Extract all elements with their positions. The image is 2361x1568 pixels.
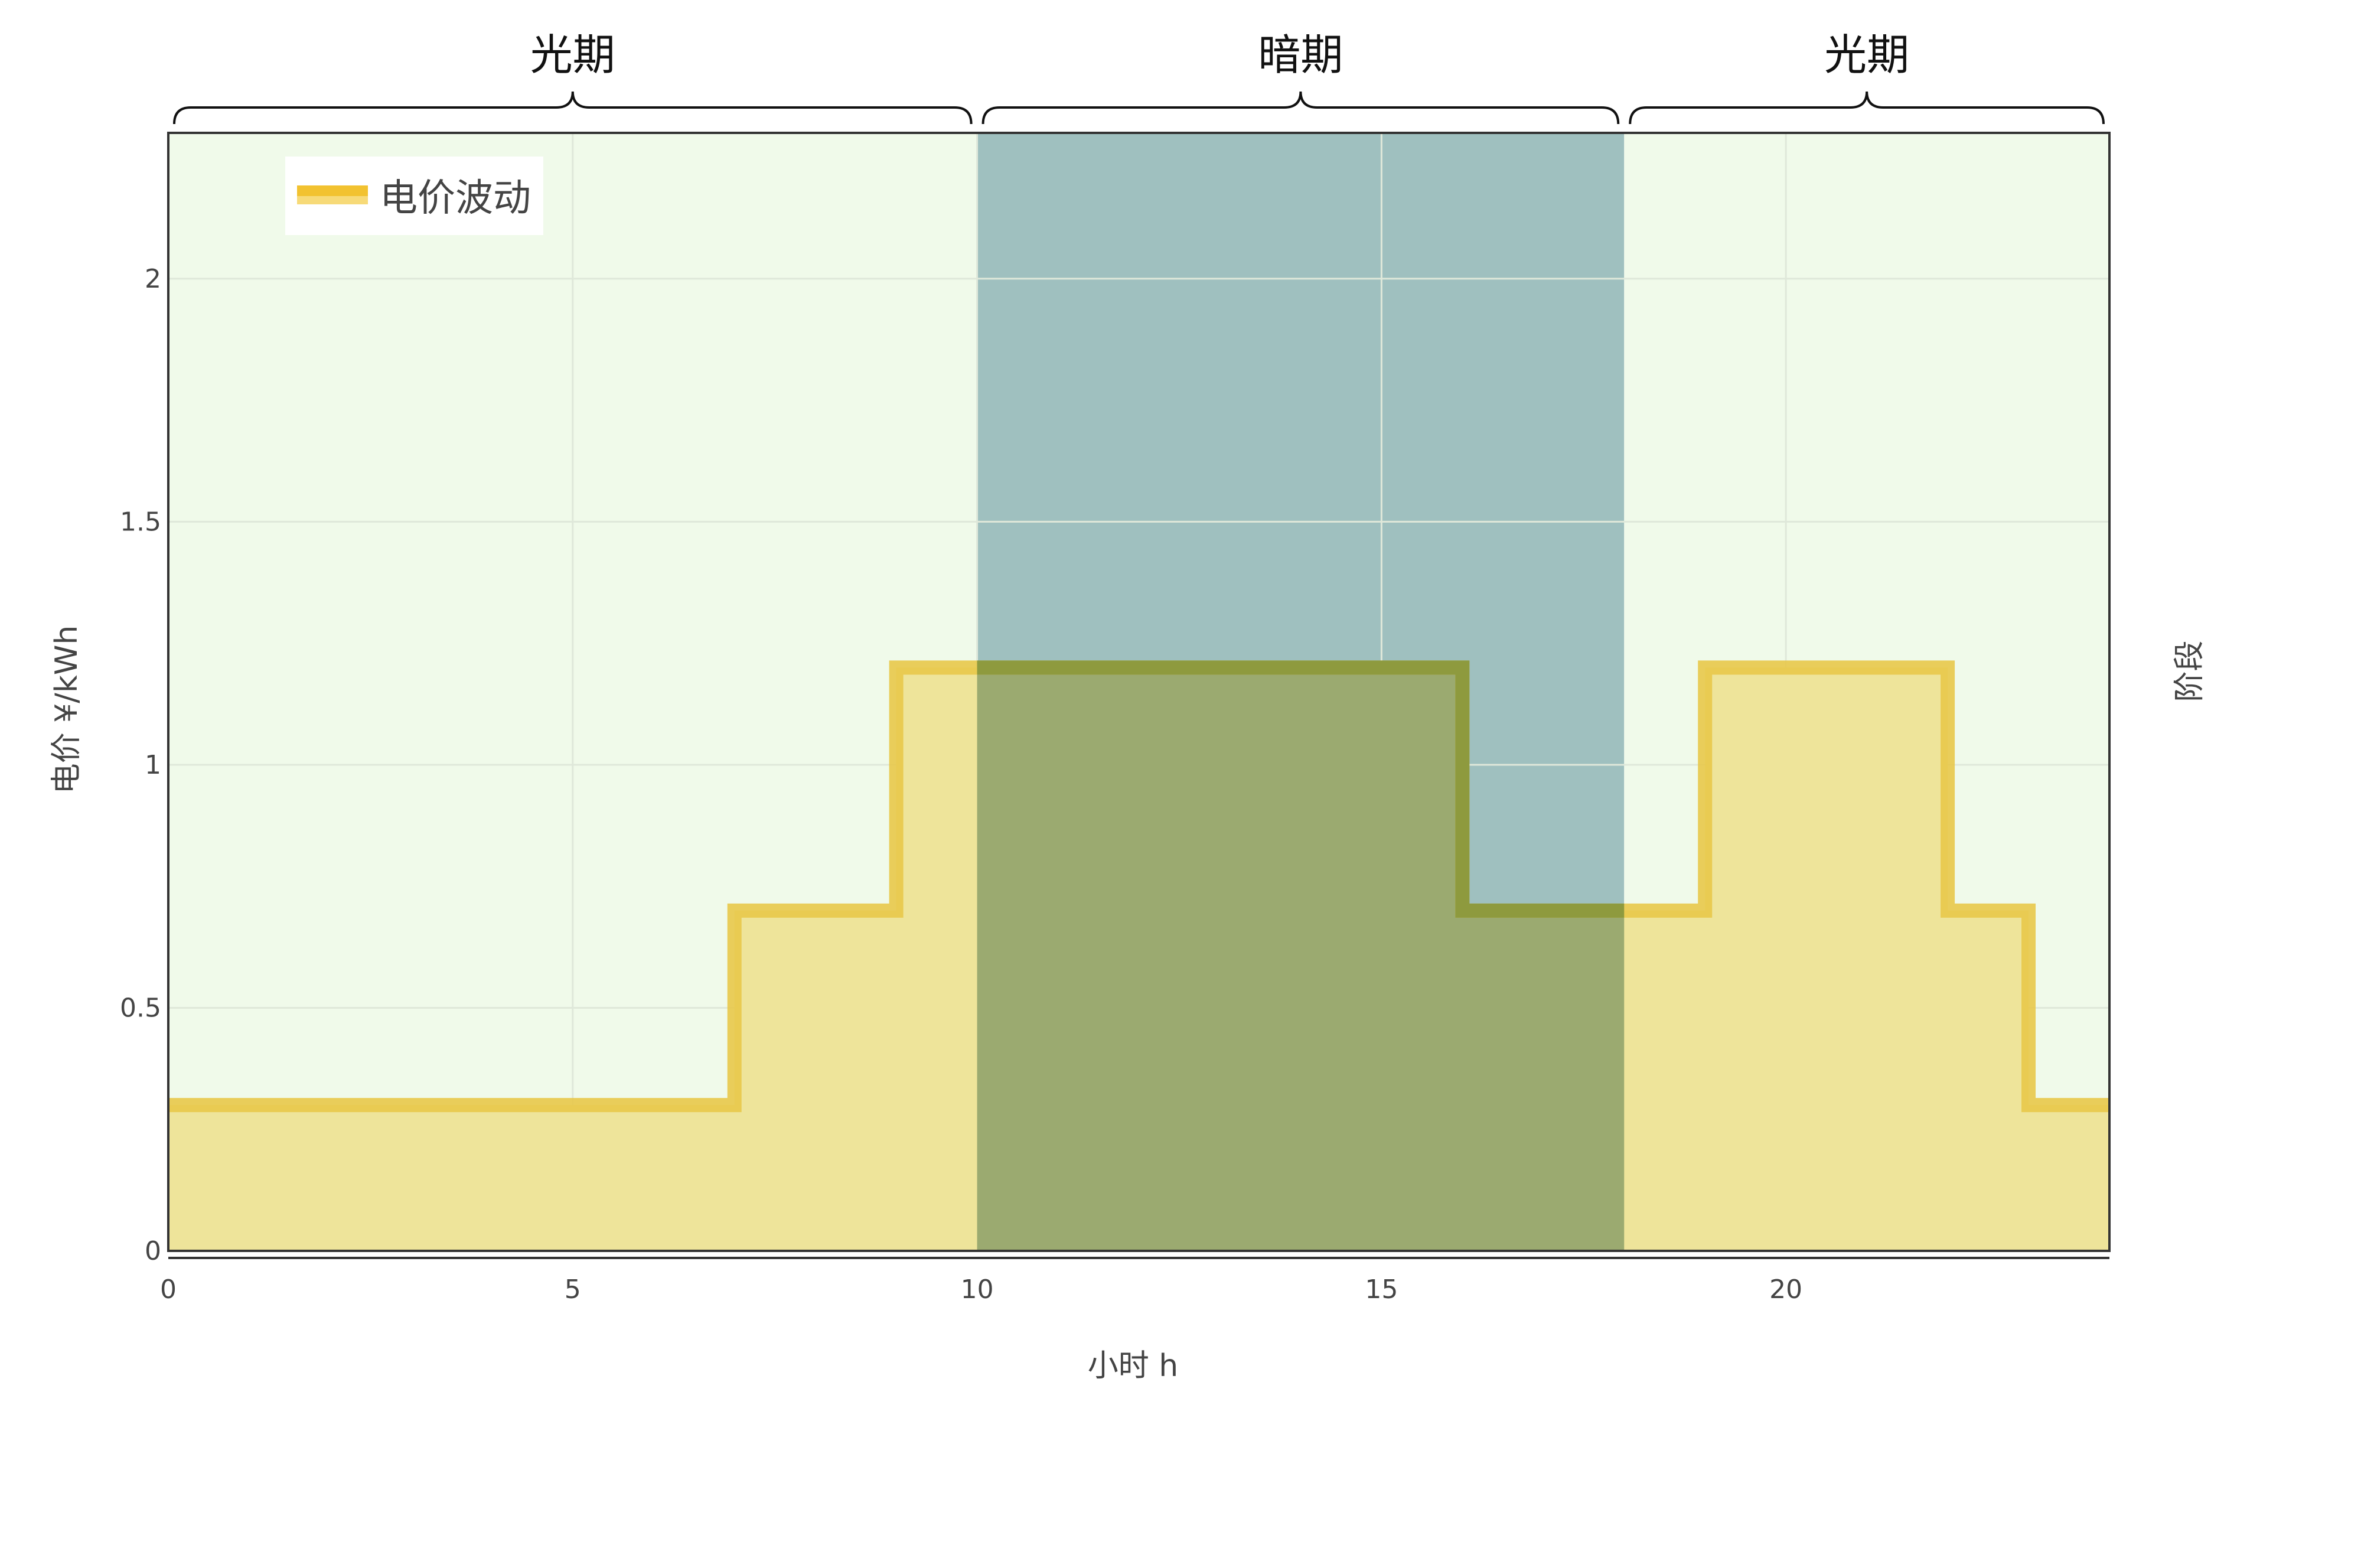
legend-label-0: 电价波动 xyxy=(380,177,531,220)
y-axis-ticks: 0 0.5 1 1.5 2 xyxy=(120,264,161,1266)
period-label-2: 光期 xyxy=(1824,30,1909,80)
y-tick-label-4: 2 xyxy=(145,264,161,294)
x-axis-title: 小时 h xyxy=(1088,1348,1179,1384)
y-tick-label-2: 1 xyxy=(145,750,161,780)
x-tick-label-2: 10 xyxy=(961,1274,994,1305)
period-label-1: 暗期 xyxy=(1258,30,1343,80)
legend: 电价波动 xyxy=(285,157,543,235)
period-braces: 光期 暗期 光期 xyxy=(173,30,2105,125)
y-tick-label-3: 1.5 xyxy=(120,507,161,537)
period-brace-0 xyxy=(173,91,973,125)
x-tick-label-1: 5 xyxy=(565,1274,581,1305)
legend-swatch-fill xyxy=(297,196,368,204)
period-brace-1 xyxy=(981,91,1620,125)
y2-axis-title: 阶段 xyxy=(2172,640,2207,702)
x-tick-label-4: 20 xyxy=(1769,1274,1802,1305)
x-axis-ticks: 0 5 10 15 20 xyxy=(160,1274,1802,1305)
price-step-line-dark-1 xyxy=(977,660,1625,918)
y-axis-title: 电价 ¥/kWh xyxy=(49,625,84,794)
period-label-0: 光期 xyxy=(530,30,615,80)
plot-frame xyxy=(167,132,2111,1259)
y-tick-label-0: 0 xyxy=(145,1236,161,1266)
period-brace-2 xyxy=(1629,91,2105,125)
price-line xyxy=(168,660,2109,1113)
x-tick-label-0: 0 xyxy=(160,1274,177,1305)
y-tick-label-1: 0.5 xyxy=(120,993,161,1023)
legend-swatch-line xyxy=(297,185,368,196)
x-tick-label-3: 15 xyxy=(1365,1274,1398,1305)
